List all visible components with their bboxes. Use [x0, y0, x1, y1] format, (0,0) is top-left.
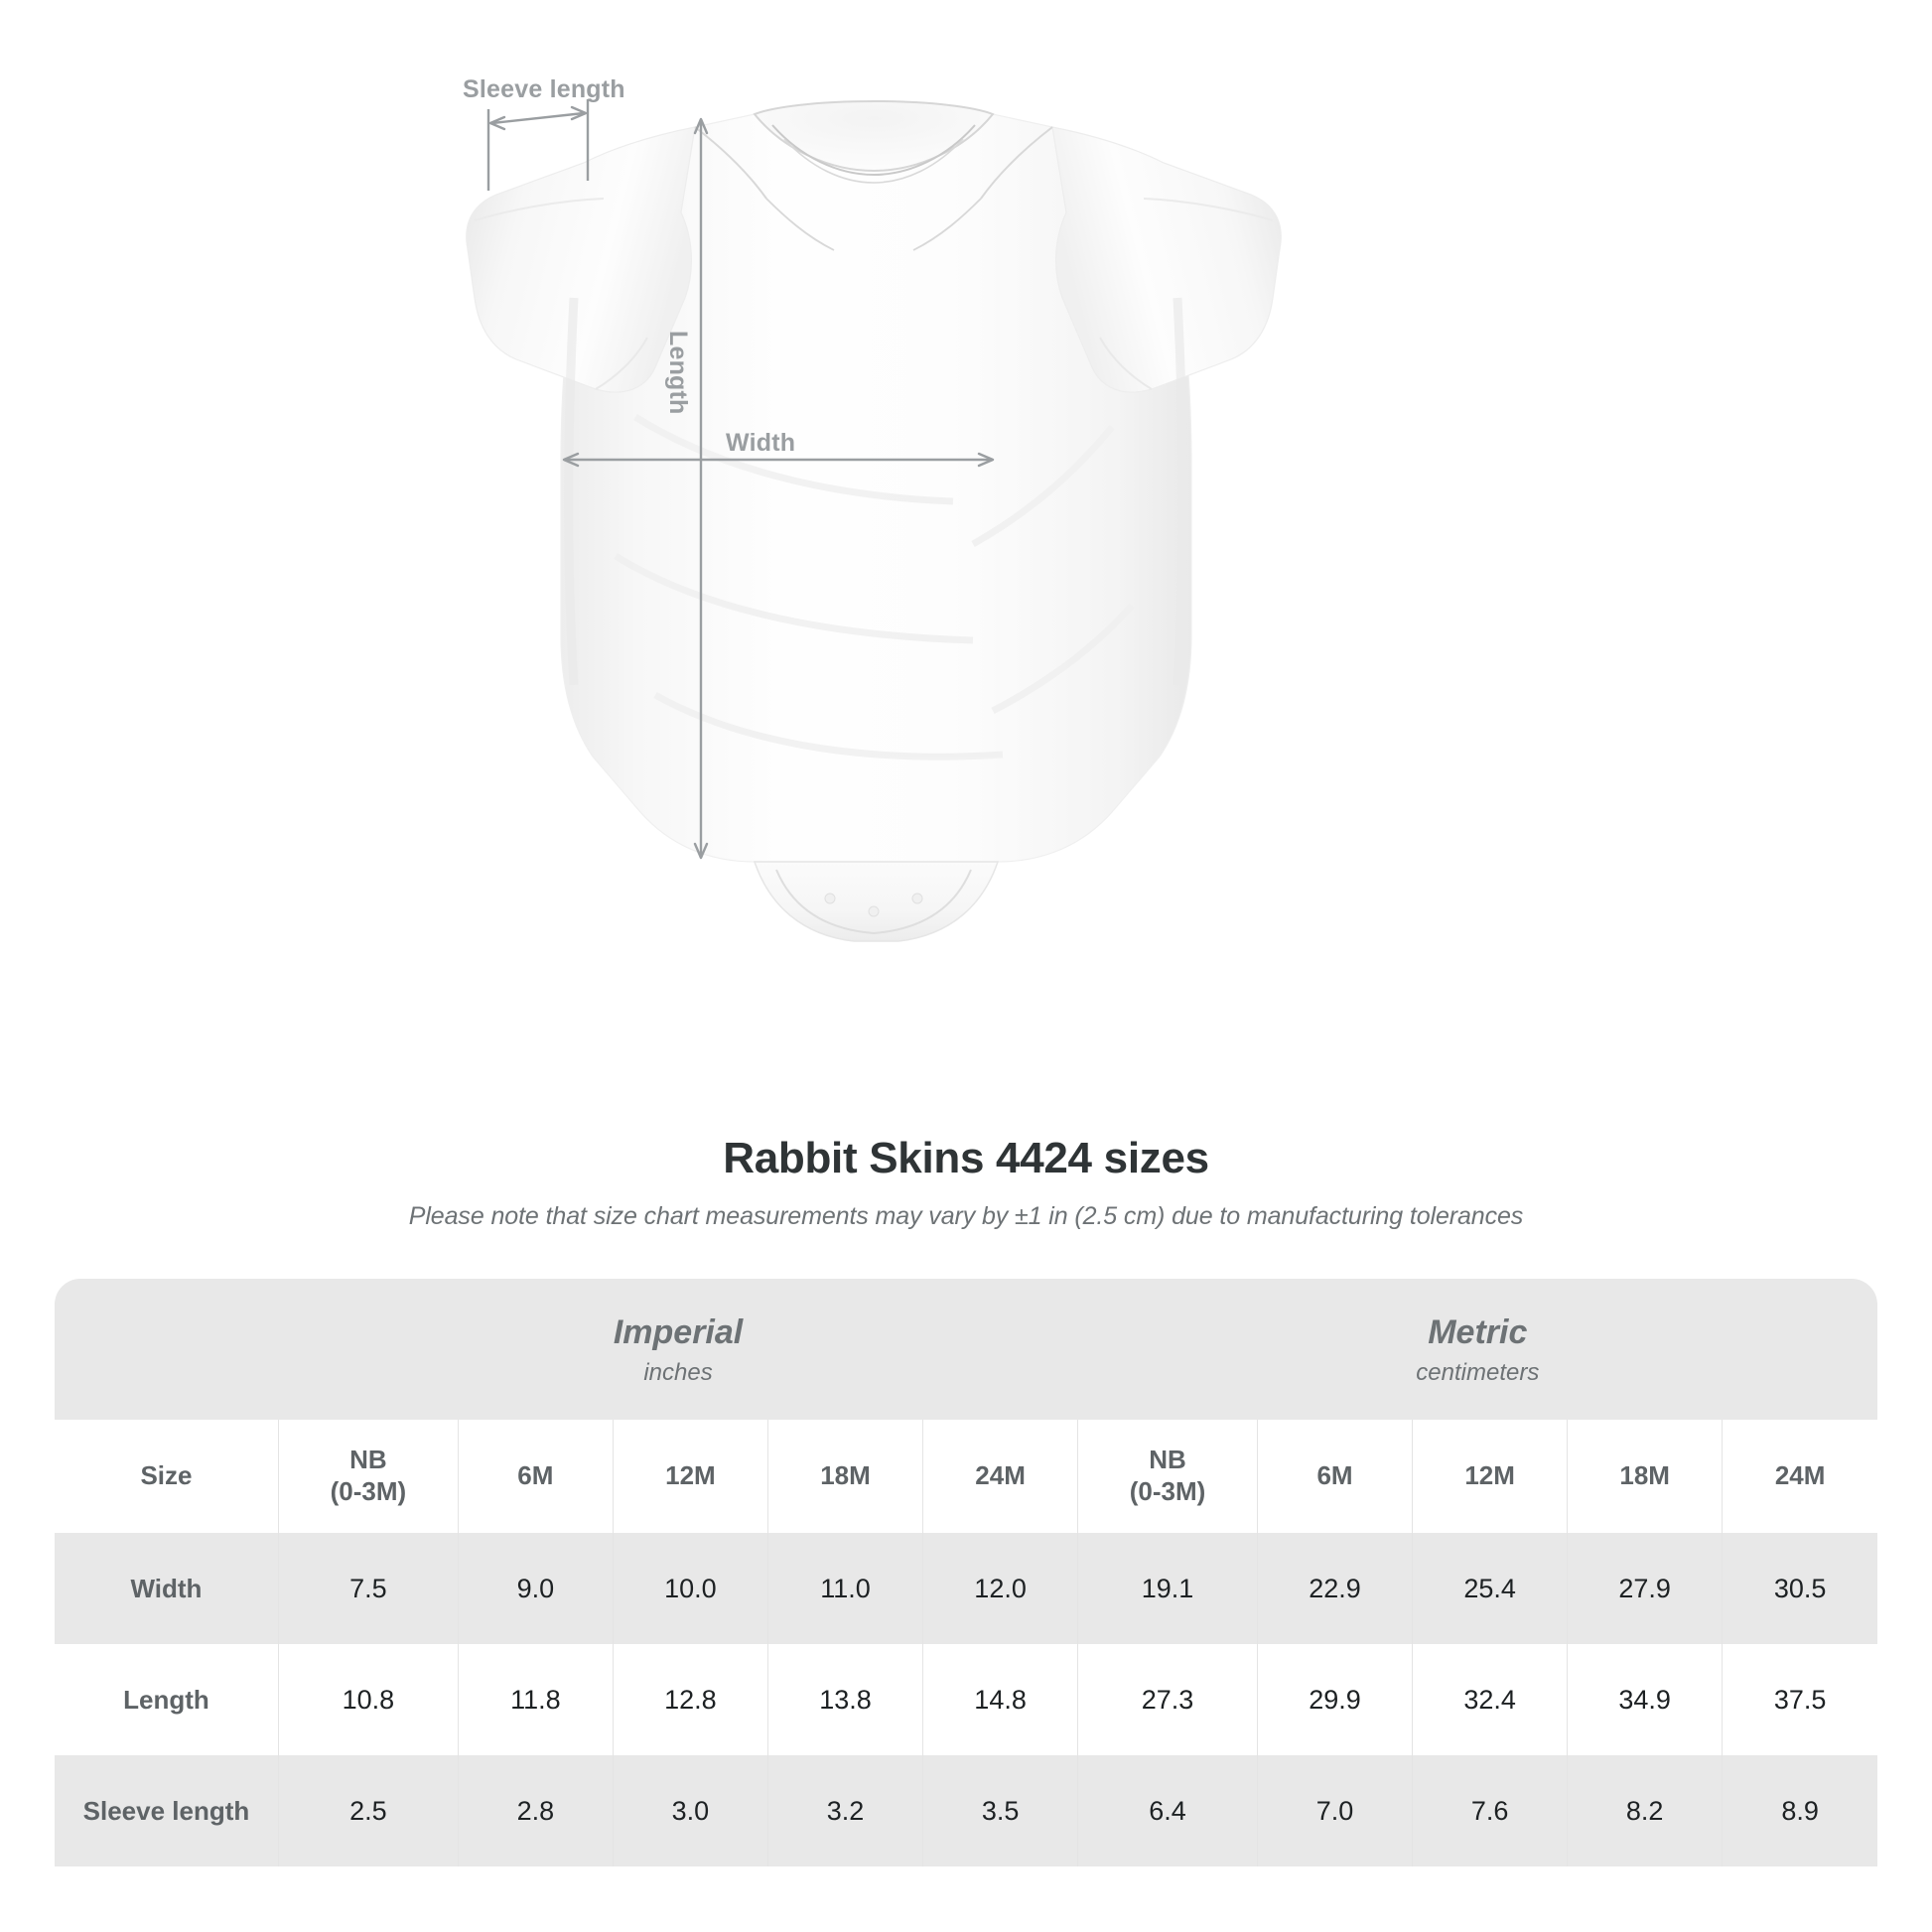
- cell-width-metric-6m: 22.9: [1256, 1533, 1413, 1644]
- size-label-line1: NB: [1149, 1445, 1186, 1475]
- unit-group-imperial-sub: inches: [643, 1359, 713, 1387]
- cell-width-imperial-18m: 11.0: [766, 1533, 923, 1644]
- row-label-width: Width: [55, 1533, 279, 1644]
- cell-length-imperial-nb: 10.8: [277, 1644, 459, 1755]
- column-header-imperial-18m: 18M: [766, 1420, 923, 1533]
- table-row-width: Width 7.5 9.0 10.0 11.0 12.0 19.1 22.9 2…: [55, 1533, 1877, 1644]
- unit-group-metric-name: Metric: [1428, 1312, 1528, 1351]
- cell-width-metric-nb: 19.1: [1077, 1533, 1258, 1644]
- column-header-imperial-12m: 12M: [612, 1420, 768, 1533]
- size-label-line2: (0-3M): [1129, 1476, 1206, 1506]
- cell-width-imperial-6m: 9.0: [457, 1533, 614, 1644]
- tolerance-note: Please note that size chart measurements…: [408, 1201, 1524, 1230]
- column-header-size: Size: [55, 1420, 279, 1533]
- column-header-imperial-nb: NB (0-3M): [277, 1420, 459, 1533]
- cell-width-imperial-24m: 12.0: [922, 1533, 1078, 1644]
- bodysuit-right-sleeve: [1051, 126, 1282, 393]
- cell-sleeve-imperial-24m: 3.5: [922, 1755, 1078, 1866]
- bodysuit-crotch-gusset: [753, 861, 1000, 942]
- column-header-metric-24m: 24M: [1722, 1420, 1877, 1533]
- bodysuit-shoulder-seams: [694, 126, 1053, 251]
- cell-length-metric-18m: 34.9: [1567, 1644, 1723, 1755]
- cell-length-imperial-24m: 14.8: [922, 1644, 1078, 1755]
- bodysuit-fabric-folds: [614, 414, 1135, 760]
- cell-sleeve-imperial-12m: 3.0: [612, 1755, 768, 1866]
- length-dimension: [693, 117, 709, 860]
- column-header-metric-12m: 12M: [1412, 1420, 1568, 1533]
- bodysuit-left-sleeve: [466, 126, 696, 393]
- column-header-metric-nb: NB (0-3M): [1077, 1420, 1258, 1533]
- length-annotation-label: Length: [664, 331, 692, 415]
- cell-width-metric-24m: 30.5: [1722, 1533, 1877, 1644]
- cell-length-metric-nb: 27.3: [1077, 1644, 1258, 1755]
- cell-sleeve-metric-6m: 7.0: [1256, 1755, 1413, 1866]
- unit-group-imperial: Imperial inches: [278, 1279, 1078, 1420]
- unit-group-metric: Metric centimeters: [1077, 1279, 1877, 1420]
- bodysuit-image: [466, 99, 1282, 942]
- garment-illustration: Sleeve length Width Length: [463, 75, 1282, 942]
- size-label-line2: (0-3M): [330, 1476, 407, 1506]
- cell-width-metric-12m: 25.4: [1412, 1533, 1568, 1644]
- cell-sleeve-imperial-18m: 3.2: [766, 1755, 923, 1866]
- column-header-metric-18m: 18M: [1567, 1420, 1723, 1533]
- column-header-imperial-24m: 24M: [922, 1420, 1078, 1533]
- cell-width-imperial-12m: 10.0: [612, 1533, 768, 1644]
- cell-sleeve-imperial-nb: 2.5: [277, 1755, 459, 1866]
- cell-length-imperial-18m: 13.8: [766, 1644, 923, 1755]
- size-table: Imperial inches Metric centimeters Size …: [55, 1279, 1877, 1866]
- cell-length-metric-6m: 29.9: [1256, 1644, 1413, 1755]
- cell-sleeve-metric-18m: 8.2: [1567, 1755, 1723, 1866]
- row-label-sleeve-length: Sleeve length: [55, 1755, 279, 1866]
- cell-sleeve-metric-12m: 7.6: [1412, 1755, 1568, 1866]
- cell-width-imperial-nb: 7.5: [277, 1533, 459, 1644]
- size-table-container: Imperial inches Metric centimeters Size …: [55, 1279, 1877, 1866]
- size-label-line1: NB: [349, 1445, 387, 1475]
- column-header-imperial-6m: 6M: [457, 1420, 614, 1533]
- cell-length-imperial-6m: 11.8: [457, 1644, 614, 1755]
- bodysuit-side-shadows: [564, 297, 1187, 686]
- size-header-row: Size NB (0-3M) 6M 12M 18M 24M NB (0-3M) …: [55, 1420, 1877, 1533]
- cell-sleeve-metric-nb: 6.4: [1077, 1755, 1258, 1866]
- table-row-sleeve-length: Sleeve length 2.5 2.8 3.0 3.2 3.5 6.4 7.…: [55, 1755, 1877, 1866]
- width-annotation-label: Width: [726, 429, 796, 457]
- unit-group-imperial-name: Imperial: [613, 1312, 744, 1351]
- table-body: Width 7.5 9.0 10.0 11.0 12.0 19.1 22.9 2…: [55, 1533, 1877, 1866]
- table-head: Imperial inches Metric centimeters Size …: [55, 1279, 1877, 1533]
- cell-length-metric-12m: 32.4: [1412, 1644, 1568, 1755]
- unit-header-row: Imperial inches Metric centimeters: [55, 1279, 1877, 1420]
- sleeve-length-annotation-label: Sleeve length: [463, 75, 625, 103]
- cell-width-metric-18m: 27.9: [1567, 1533, 1723, 1644]
- page-title: Rabbit Skins 4424 sizes: [723, 1134, 1209, 1182]
- cell-sleeve-imperial-6m: 2.8: [457, 1755, 614, 1866]
- width-dimension: [562, 452, 995, 468]
- title-block: Rabbit Skins 4424 sizes Please note that…: [0, 1134, 1932, 1231]
- unit-header-spacer: [55, 1279, 279, 1420]
- row-label-length: Length: [55, 1644, 279, 1755]
- cell-sleeve-metric-24m: 8.9: [1722, 1755, 1877, 1866]
- column-header-metric-6m: 6M: [1256, 1420, 1413, 1533]
- table-row-length: Length 10.8 11.8 12.8 13.8 14.8 27.3 29.…: [55, 1644, 1877, 1755]
- cell-length-imperial-12m: 12.8: [612, 1644, 768, 1755]
- sleeve-length-dimension: [486, 99, 590, 191]
- bodysuit-neckline: [753, 99, 995, 184]
- cell-length-metric-24m: 37.5: [1722, 1644, 1877, 1755]
- unit-group-metric-sub: centimeters: [1416, 1359, 1540, 1387]
